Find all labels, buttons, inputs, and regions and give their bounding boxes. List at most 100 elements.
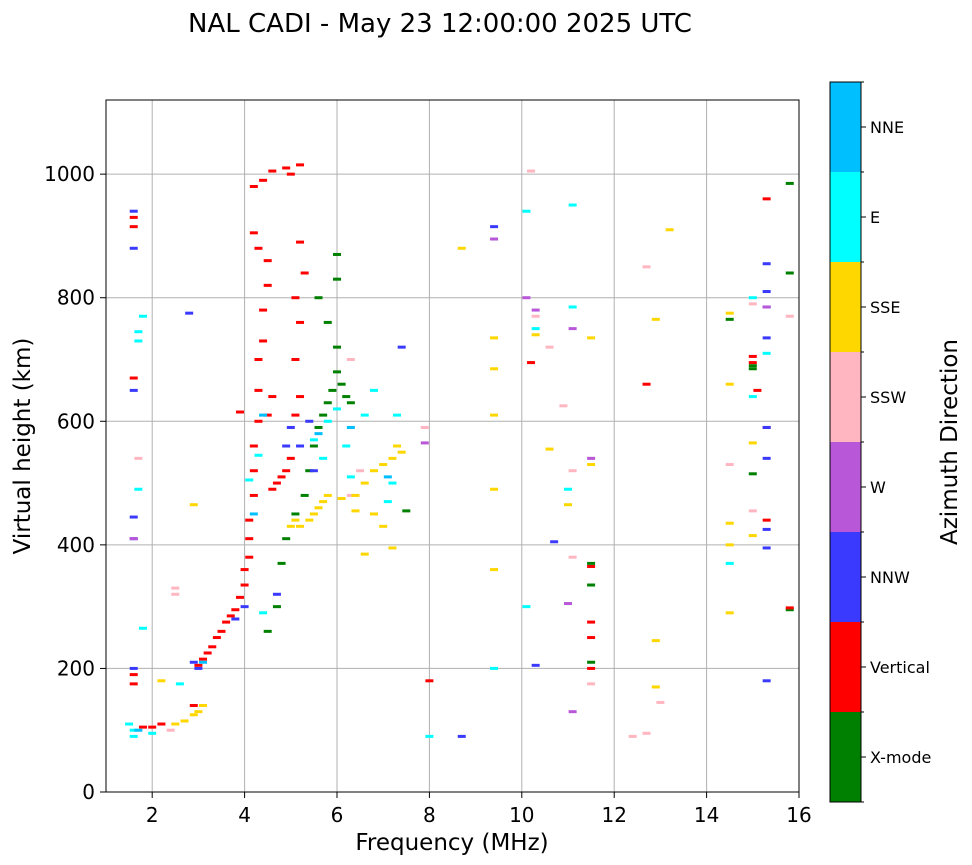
colorbar: X-mode Vertical NNW W SSW SSE E NNE: [829, 81, 931, 803]
data-point-w: [490, 237, 499, 241]
data-point-nnw: [531, 663, 540, 667]
data-point-vertical: [286, 456, 295, 460]
data-point-e: [254, 453, 263, 457]
data-point-vertical: [587, 636, 596, 640]
data-point-x-mode: [402, 509, 411, 513]
data-point-vertical: [277, 475, 286, 479]
x-tick-label: 14: [694, 803, 719, 827]
data-point-nnw: [129, 666, 138, 670]
data-point-e: [490, 666, 499, 670]
data-point-vertical: [254, 358, 263, 361]
data-point-e: [425, 734, 434, 738]
data-point-vertical: [785, 606, 794, 610]
data-point-x-mode: [785, 271, 794, 275]
data-point-vertical: [263, 259, 272, 263]
data-point-sse: [651, 685, 660, 689]
data-point-sse: [351, 493, 360, 497]
colorbar-tick-label: SSE: [870, 298, 900, 317]
y-tick-label: 400: [57, 533, 95, 557]
data-point-vertical: [217, 629, 226, 633]
data-point-vertical: [212, 636, 221, 640]
data-point-sse: [651, 639, 660, 643]
data-point-nnw: [272, 592, 281, 596]
data-point-x-mode: [785, 608, 794, 612]
data-point-nnw: [305, 419, 314, 423]
data-point-nne: [383, 475, 392, 479]
data-point-e: [319, 456, 328, 460]
colorbar-frame: [829, 81, 862, 803]
data-point-sse: [665, 228, 674, 232]
data-point-e: [360, 413, 369, 417]
data-point-nnw: [129, 209, 138, 213]
data-point-ssw: [134, 456, 143, 460]
data-point-e: [138, 314, 147, 318]
data-point-e: [129, 728, 138, 732]
data-point-e: [346, 475, 355, 479]
data-point-e: [125, 722, 134, 726]
data-point-vertical: [129, 673, 138, 677]
data-point-sse: [564, 503, 572, 507]
data-point-sse: [388, 456, 397, 460]
data-point-vertical: [286, 172, 295, 176]
data-point-vertical: [748, 361, 757, 365]
data-point-x-mode: [263, 629, 272, 633]
data-point-nnw: [457, 734, 466, 738]
data-point-x-mode: [748, 367, 757, 371]
data-point-vertical: [296, 240, 305, 244]
data-point-vertical: [249, 231, 258, 235]
data-point-sse: [587, 336, 596, 340]
data-point-sse: [291, 518, 300, 522]
data-point-vertical: [259, 339, 268, 343]
data-point-x-mode: [309, 444, 318, 448]
data-point-vertical: [282, 469, 291, 473]
data-point-sse: [490, 568, 499, 572]
data-point-ssw: [171, 592, 180, 596]
grid-lines: [106, 100, 800, 793]
colorbar-swatch: [830, 532, 861, 622]
data-point-x-mode: [277, 561, 286, 565]
data-point-x-mode: [314, 296, 323, 300]
colorbar-tick-label: NNE: [870, 118, 904, 137]
data-point-e: [134, 339, 143, 343]
x-tick-label: 6: [331, 803, 344, 827]
data-point-sse: [397, 450, 406, 454]
data-point-x-mode: [272, 605, 281, 609]
data-point-vertical: [263, 283, 272, 287]
data-point-vertical: [296, 320, 305, 324]
data-point-vertical: [226, 614, 235, 618]
data-point-vertical: [291, 413, 300, 417]
data-point-e: [725, 561, 734, 565]
data-point-vertical: [254, 419, 263, 423]
data-point-vertical: [249, 469, 258, 473]
data-point-x-mode: [291, 512, 300, 516]
data-point-ssw: [531, 314, 540, 318]
data-point-sse: [189, 713, 198, 717]
data-point-e: [531, 327, 540, 331]
data-point-x-mode: [333, 277, 341, 281]
data-point-vertical: [157, 722, 166, 726]
y-tick-label: 1000: [44, 162, 95, 186]
data-point-nnw: [762, 679, 771, 683]
data-point-e: [564, 487, 572, 491]
data-point-sse: [194, 710, 203, 714]
data-point-vertical: [240, 568, 249, 572]
data-point-sse: [490, 367, 499, 371]
data-point-x-mode: [587, 583, 596, 587]
data-point-vertical: [268, 395, 277, 399]
data-point-x-mode: [333, 370, 341, 374]
data-point-vertical: [753, 388, 762, 392]
data-point-nnw: [129, 246, 138, 250]
data-point-vertical: [249, 185, 258, 188]
data-point-x-mode: [305, 469, 314, 473]
data-point-sse: [725, 611, 734, 615]
data-point-sse: [296, 524, 305, 528]
data-point-nnw: [185, 311, 194, 315]
data-point-vertical: [235, 595, 244, 599]
data-point-x-mode: [342, 395, 351, 399]
data-point-vertical: [245, 518, 254, 522]
data-point-ssw: [656, 700, 665, 704]
data-point-vertical: [291, 296, 300, 300]
data-point-e: [309, 438, 318, 442]
data-point-nnw: [762, 336, 771, 340]
